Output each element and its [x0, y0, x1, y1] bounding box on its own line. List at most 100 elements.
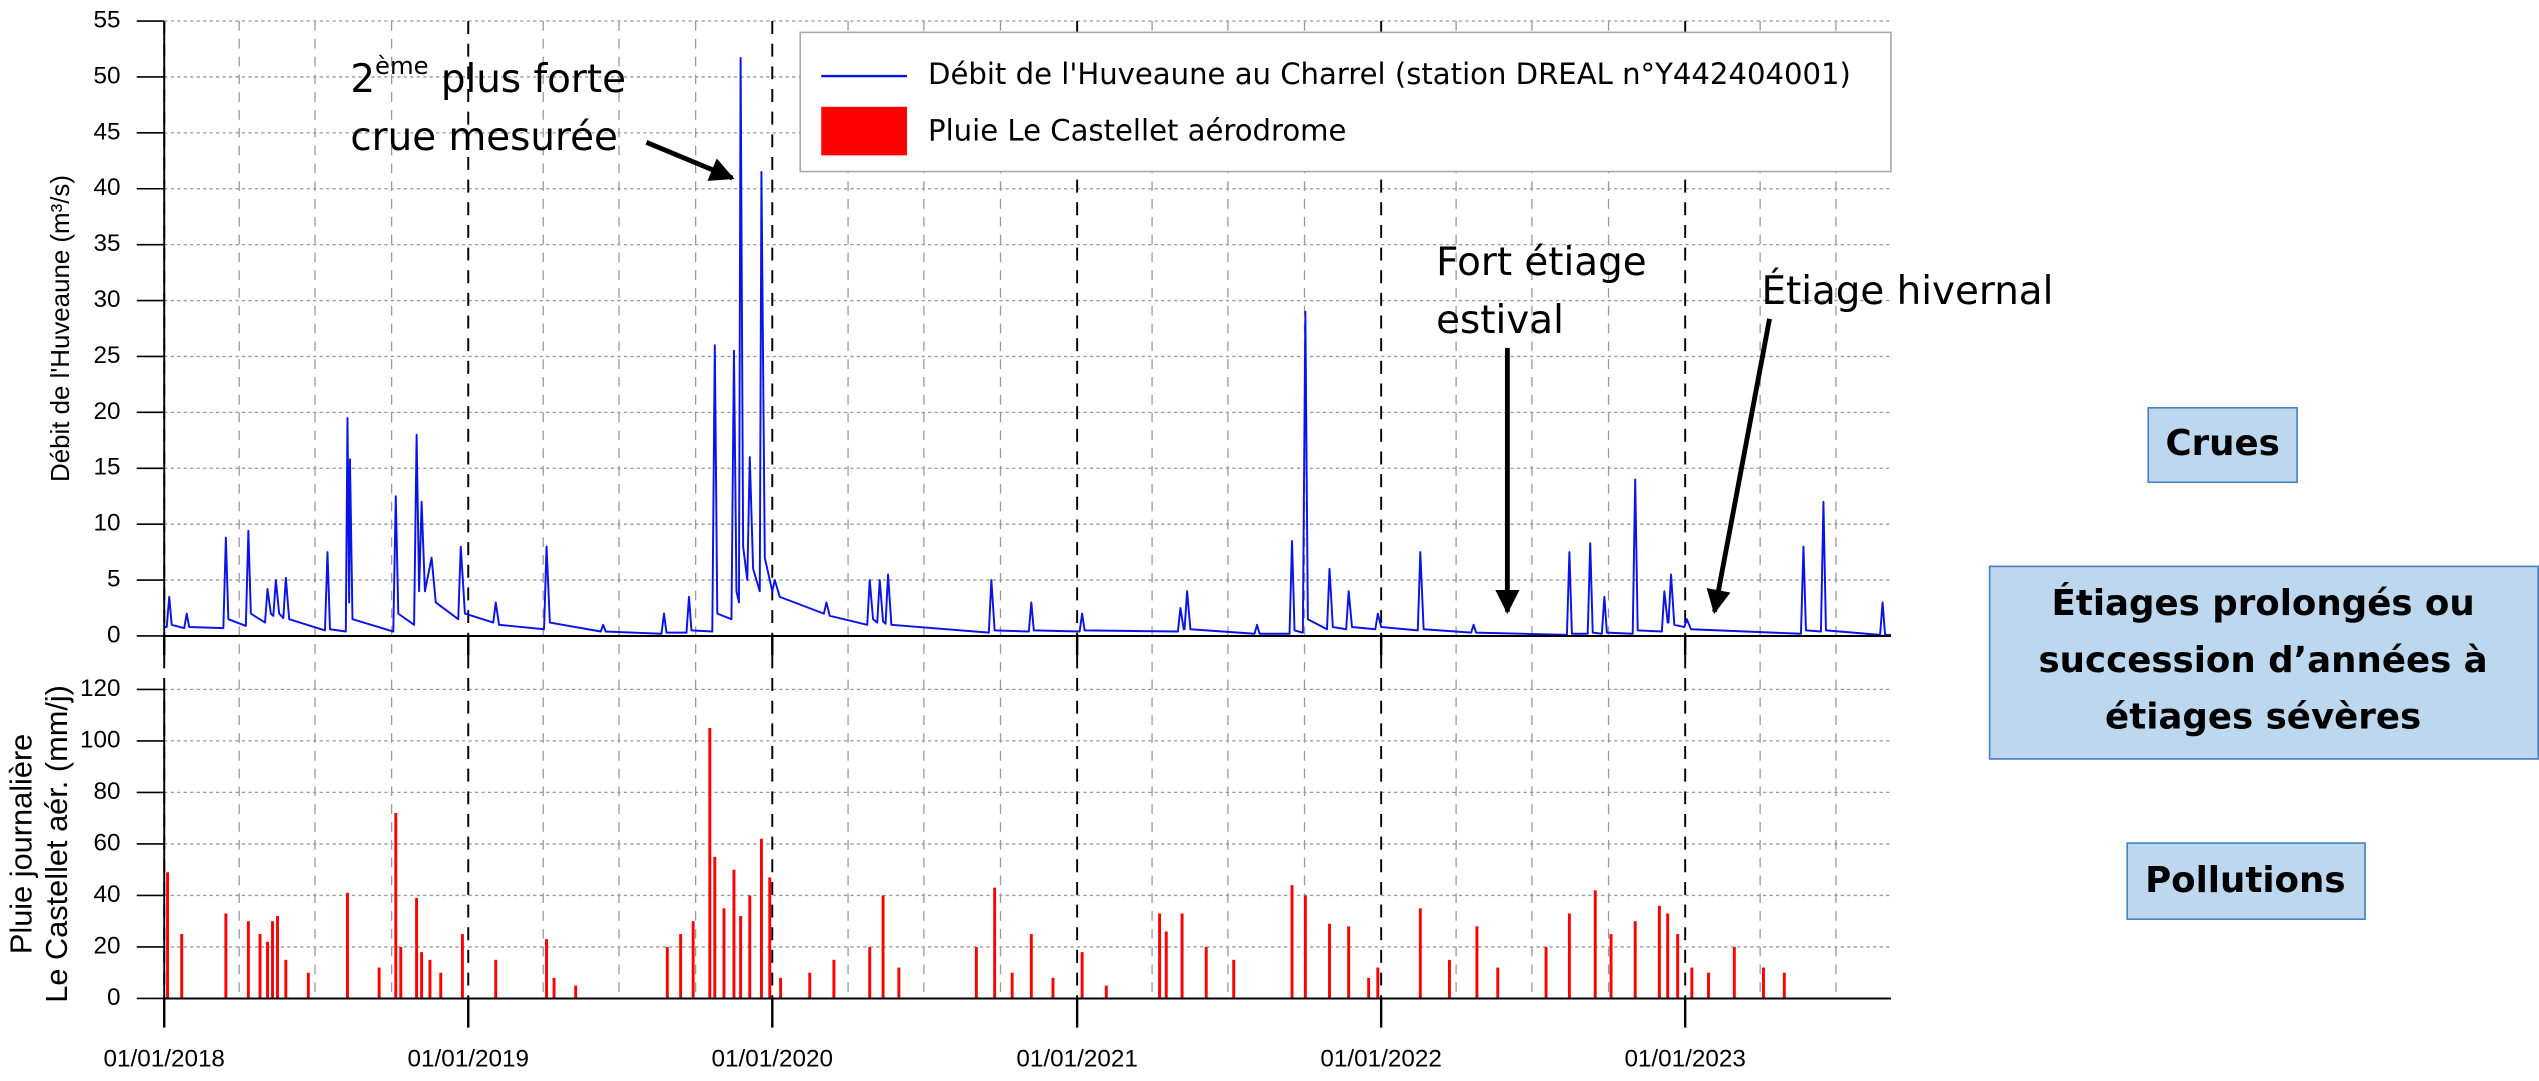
- bar: [276, 916, 279, 999]
- y-axis-label: Le Castellet aér. (mm/j): [39, 685, 74, 1003]
- bar: [258, 934, 262, 999]
- side-boxes: [1988, 406, 2539, 920]
- box: [1988, 565, 2539, 760]
- bar: [759, 838, 763, 999]
- bar: [1418, 908, 1422, 999]
- annotation: Étiage hivernal: [1761, 266, 2053, 313]
- bar: [1204, 946, 1208, 999]
- y-tick-label: 35: [94, 230, 121, 257]
- box: [2126, 842, 2366, 920]
- bar: [722, 908, 726, 999]
- y-axis-label: Débit de l'Huveaune (m³/s): [47, 175, 75, 482]
- bar: [394, 813, 398, 999]
- bar: [679, 934, 683, 999]
- bar: [545, 939, 549, 999]
- bar: [1633, 921, 1637, 999]
- line: [164, 56, 1891, 636]
- bar: [748, 895, 752, 999]
- x-tick-label: 01/01/2022: [1320, 1045, 1441, 1072]
- y-tick-label: 20: [94, 398, 121, 425]
- x-tick-label: 01/01/2019: [408, 1045, 529, 1072]
- bar: [1303, 895, 1307, 999]
- bar: [180, 934, 184, 999]
- bar: [494, 959, 498, 999]
- annotation-part: Étiage hivernal: [1761, 266, 2053, 313]
- bar: [1496, 967, 1500, 999]
- annotation-part: 2: [350, 56, 375, 101]
- y-tick-label: 0: [107, 984, 121, 1011]
- bar: [346, 892, 349, 999]
- box-label: étiages sévères: [2105, 697, 2421, 738]
- bar: [779, 977, 783, 999]
- arrow: [645, 140, 735, 181]
- annotation-part: crue mesurée: [350, 115, 618, 160]
- y-tick-label: 30: [94, 286, 121, 313]
- bar: [1676, 934, 1680, 999]
- y-tick-label: 10: [94, 510, 121, 537]
- y-tick-label: 50: [94, 62, 121, 89]
- x-tick-label: 01/01/2023: [1624, 1045, 1745, 1072]
- bar: [1609, 934, 1613, 999]
- bar: [713, 856, 717, 999]
- box-label: succession d’années à: [2039, 640, 2488, 681]
- bar: [1690, 967, 1694, 999]
- x-tick-label: 01/01/2021: [1016, 1045, 1137, 1072]
- annotation-part: plus forte: [429, 56, 626, 101]
- box-label: Étiages prolongés ou: [2052, 582, 2475, 624]
- box-label: Crues: [2165, 423, 2279, 464]
- bar: [377, 967, 381, 999]
- bar: [708, 728, 712, 999]
- bar: [415, 898, 419, 999]
- box-label: Pollutions: [2145, 860, 2345, 901]
- bar: [574, 985, 578, 999]
- y-tick-label: 80: [94, 778, 121, 805]
- bar: [1232, 959, 1236, 999]
- bar: [1347, 926, 1351, 999]
- annotation: 2ème plus forte: [350, 50, 626, 101]
- y-tick-label: 45: [94, 118, 121, 145]
- bar: [306, 972, 310, 999]
- y-tick-label: 0: [107, 621, 121, 648]
- x-tick-label: 01/01/2020: [712, 1045, 833, 1072]
- bar: [439, 972, 443, 999]
- bar: [897, 967, 901, 999]
- y-tick-label: 20: [94, 932, 121, 959]
- bar: [271, 921, 274, 999]
- y-tick-label: 60: [94, 829, 121, 856]
- bar: [284, 959, 288, 999]
- annotation-arrows: [645, 140, 1772, 615]
- bar: [1164, 931, 1168, 999]
- bar: [1029, 934, 1033, 999]
- bar: [1010, 972, 1014, 999]
- bar: [881, 895, 885, 999]
- bar: [1447, 959, 1451, 999]
- bar: [1666, 913, 1670, 999]
- annotation: estival: [1436, 298, 1564, 343]
- axes: [163, 21, 1891, 1000]
- y-axis-label: Pluie journalière: [4, 734, 39, 954]
- bar: [768, 877, 772, 999]
- bar: [1657, 905, 1661, 999]
- annotation-part: Fort étiage: [1436, 239, 1646, 284]
- bar: [166, 872, 170, 999]
- bar: [1104, 985, 1108, 999]
- annotation-part: estival: [1436, 298, 1564, 343]
- bar: [1593, 890, 1597, 999]
- y-tick-label: 55: [94, 6, 121, 33]
- bar: [1051, 977, 1055, 999]
- box: [2147, 406, 2298, 484]
- bar: [1782, 972, 1786, 999]
- bar: [808, 972, 812, 999]
- bar: [420, 952, 424, 999]
- grid: [136, 20, 1891, 1028]
- annotation-part: ème: [375, 50, 429, 79]
- legend-label: Débit de l'Huveaune au Charrel (station …: [928, 57, 1851, 91]
- bar: [868, 946, 872, 999]
- bar: [1762, 967, 1765, 999]
- bar: [266, 941, 269, 999]
- legend-box: [799, 31, 1892, 173]
- bar: [428, 959, 432, 999]
- bar: [399, 946, 403, 999]
